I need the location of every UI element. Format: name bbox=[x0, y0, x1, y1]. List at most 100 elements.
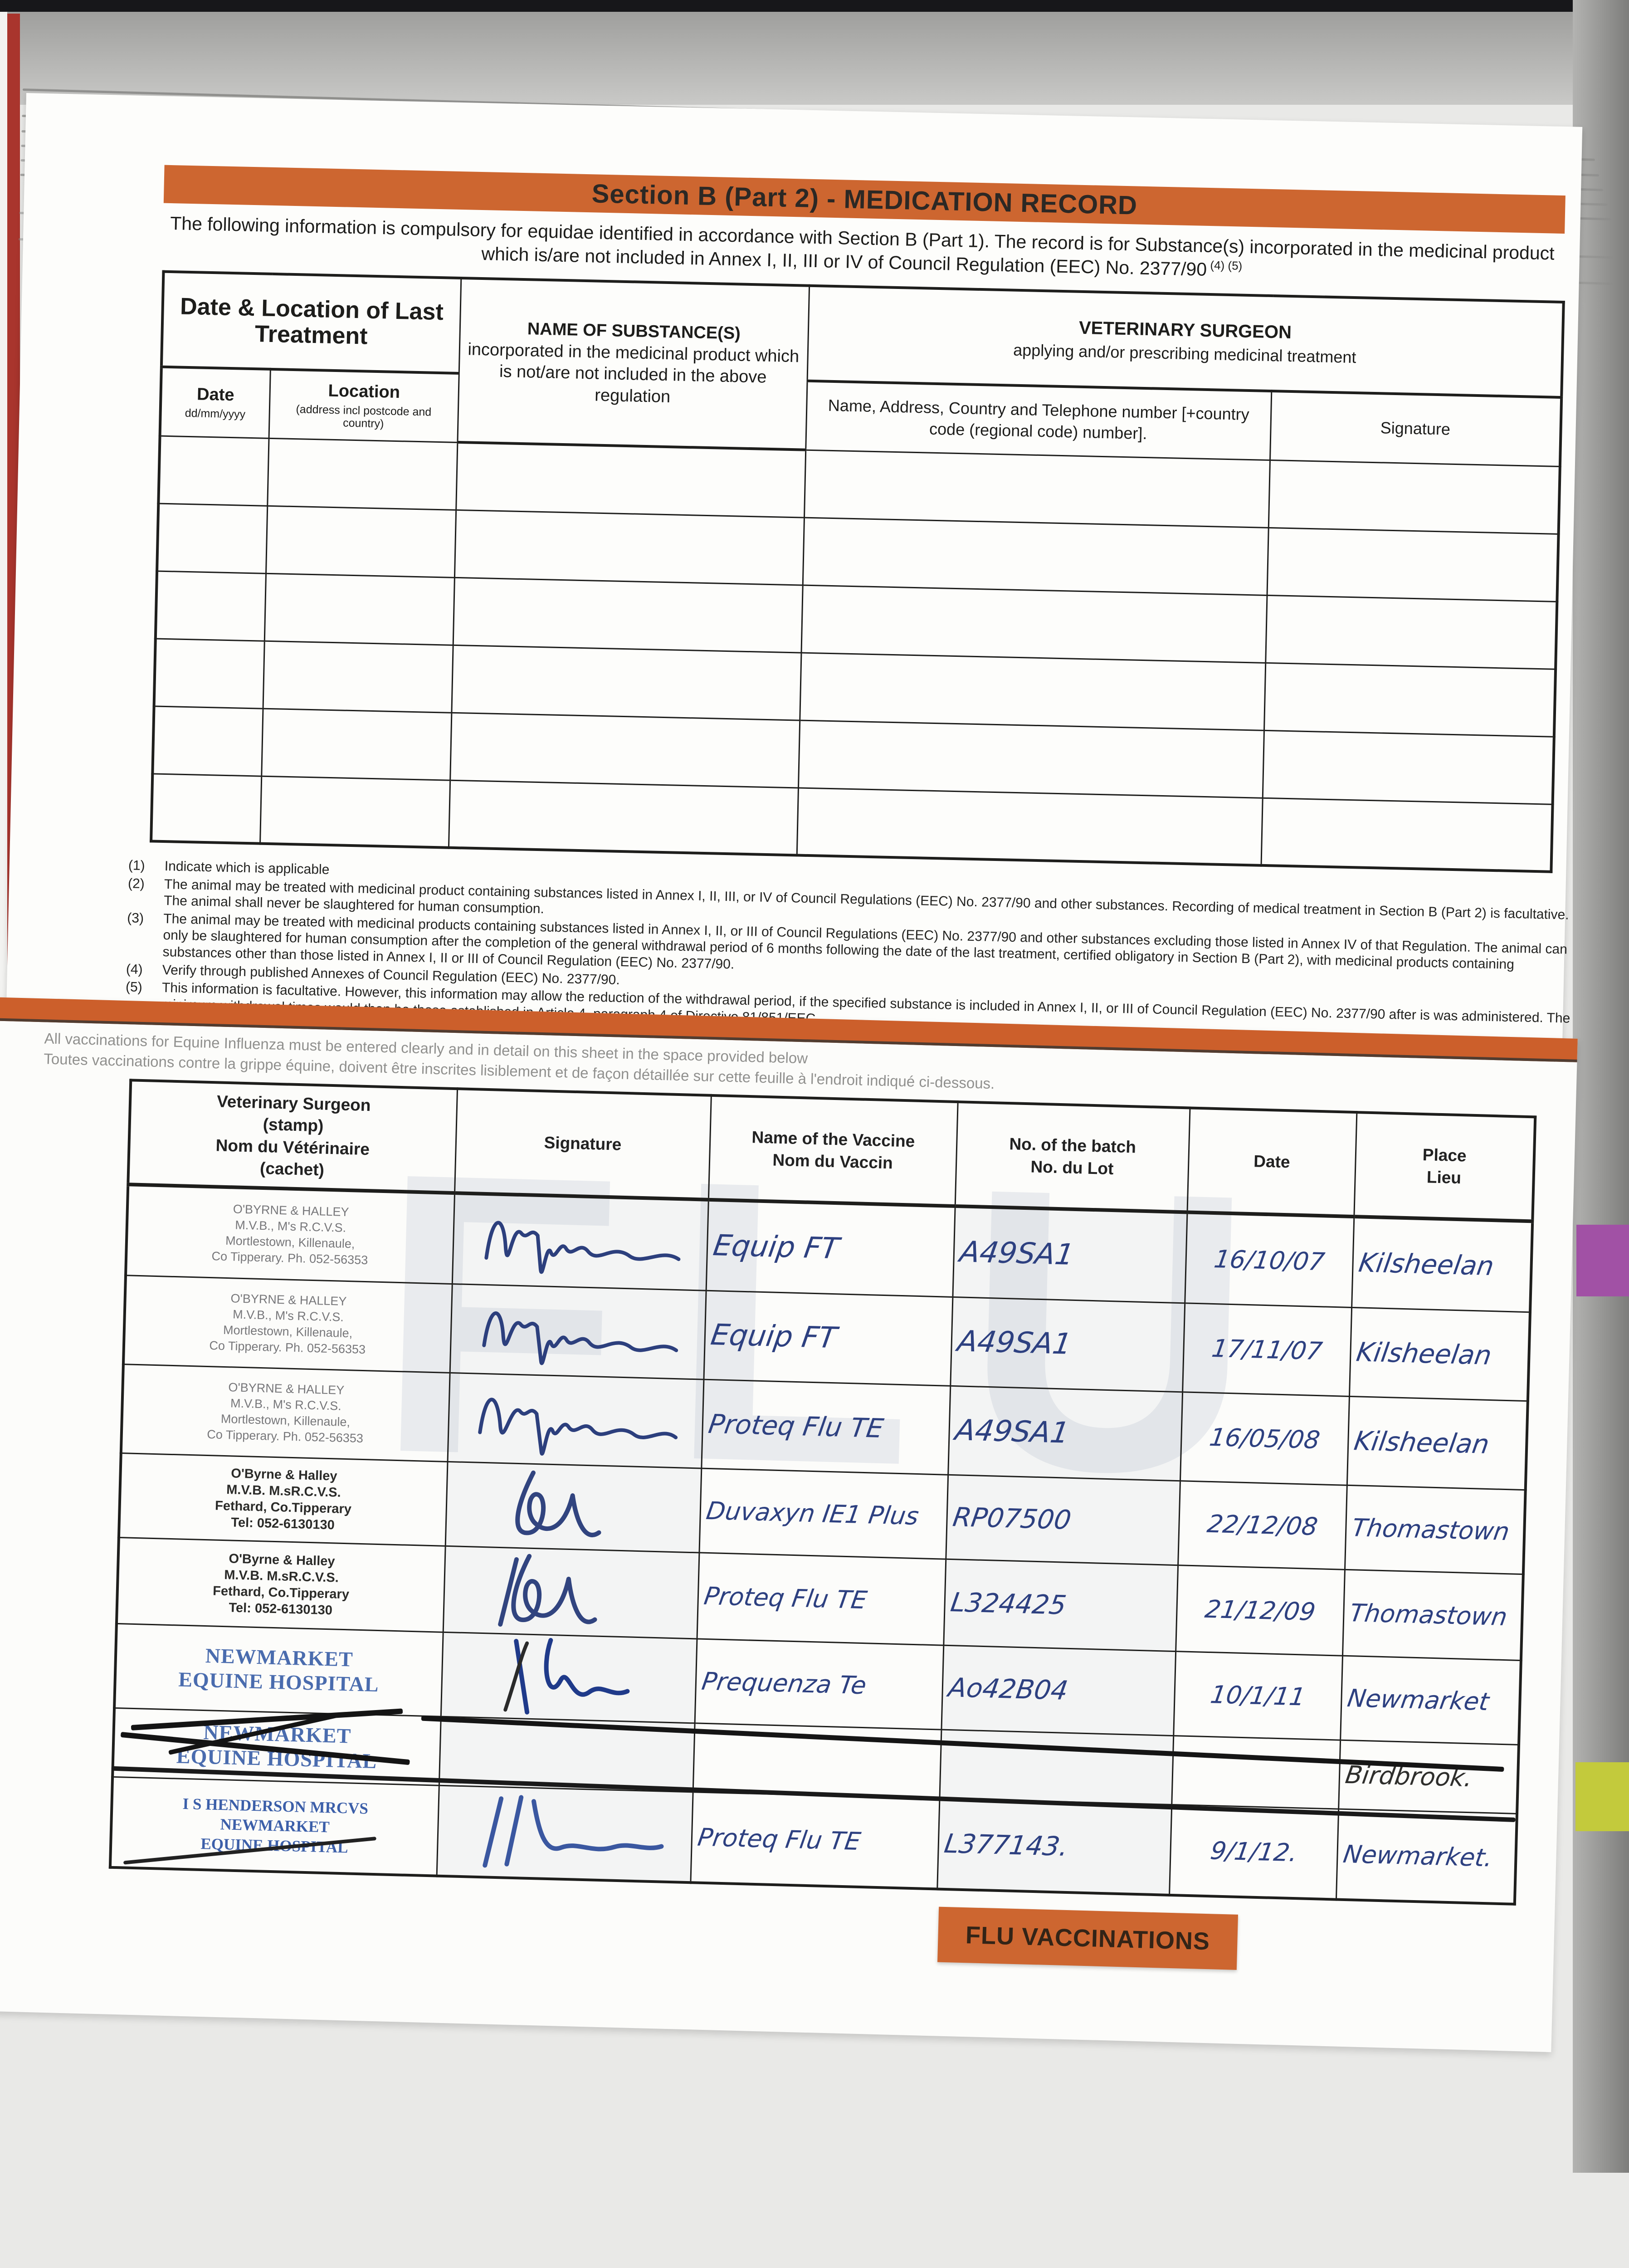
header-vaccine: Name of the Vaccine Nom du Vaccin bbox=[708, 1095, 958, 1207]
header-location: Location (address incl postcode and coun… bbox=[268, 369, 459, 442]
empty-cell bbox=[454, 509, 804, 585]
signature-scribble-icon bbox=[503, 1638, 630, 1715]
empty-cell bbox=[1262, 730, 1554, 804]
empty-cell bbox=[451, 645, 801, 720]
signature-scribble-icon bbox=[478, 1398, 678, 1456]
empty-cell bbox=[798, 720, 1264, 798]
signature-scribble-icon bbox=[482, 1311, 678, 1365]
empty-cell bbox=[802, 517, 1268, 595]
empty-cell bbox=[453, 577, 803, 653]
vaccination-row: I S HENDERSON MRCVS NEWMARKET EQUINE HOS… bbox=[110, 1776, 1517, 1904]
date-cell: 9/1/12. bbox=[1169, 1804, 1339, 1900]
scanner-background bbox=[0, 12, 1629, 105]
place-cell: Birdbrook. bbox=[1338, 1740, 1519, 1813]
batch-cell: L324425 bbox=[943, 1559, 1178, 1652]
header-signature: Signature bbox=[454, 1089, 711, 1200]
signature-scribble-icon bbox=[484, 1221, 681, 1274]
empty-cell bbox=[260, 776, 450, 848]
stamp-cell: O'BYRNE & HALLEY M.V.B., M's R.C.V.S. Mo… bbox=[126, 1184, 455, 1284]
signature-cell bbox=[445, 1461, 702, 1553]
place-cell: Kilsheelan bbox=[1346, 1396, 1528, 1490]
place-cell: Thomastown bbox=[1344, 1485, 1526, 1574]
empty-cell bbox=[151, 773, 262, 844]
empty-cell bbox=[264, 573, 454, 645]
batch-cell: A49SA1 bbox=[950, 1296, 1185, 1392]
date-cell: 16/05/08 bbox=[1180, 1392, 1349, 1485]
date-cell: 10/1/11 bbox=[1173, 1651, 1343, 1740]
signature-cell bbox=[443, 1545, 699, 1639]
purple-index-tab bbox=[1576, 1225, 1629, 1296]
vaccine-cell: Equip FT bbox=[706, 1199, 955, 1297]
batch-cell: A49SA1 bbox=[948, 1385, 1183, 1481]
vaccination-row: O'BYRNE & HALLEY M.V.B., M's R.C.V.S. Mo… bbox=[121, 1364, 1528, 1490]
date-cell: 17/11/07 bbox=[1182, 1303, 1352, 1396]
empty-cell bbox=[263, 640, 453, 713]
vaccination-table: Veterinary Surgeon (stamp) Nom du Vétéri… bbox=[108, 1079, 1537, 1906]
signature-scribble-icon bbox=[483, 1795, 664, 1868]
empty-cell bbox=[261, 708, 452, 780]
signature-cell bbox=[436, 1785, 693, 1883]
header-vet-stamp: Veterinary Surgeon (stamp) Nom du Vétéri… bbox=[128, 1080, 458, 1193]
header-batch: No. of the batch No. du Lot bbox=[955, 1102, 1190, 1212]
date-cell: 22/12/08 bbox=[1178, 1481, 1347, 1569]
stamp-cell: O'Byrne & Halley M.V.B. M.sR.C.V.S. Feth… bbox=[118, 1453, 448, 1546]
vaccine-cell: Prequenza Te bbox=[694, 1638, 944, 1730]
empty-cell bbox=[804, 450, 1270, 528]
date-cell: 21/12/09 bbox=[1175, 1565, 1345, 1656]
header-substance: NAME OF SUBSTANCE(S) incorporated in the… bbox=[457, 278, 810, 450]
page-edge-sliver bbox=[0, 12, 7, 1005]
empty-cell bbox=[801, 585, 1267, 663]
empty-cell bbox=[158, 435, 269, 506]
vaccination-row: O'Byrne & Halley M.V.B. M.sR.C.V.S. Feth… bbox=[118, 1453, 1526, 1574]
stamp-cell: O'Byrne & Halley M.V.B. M.sR.C.V.S. Feth… bbox=[116, 1537, 445, 1632]
empty-cell bbox=[1267, 527, 1559, 601]
place-cell: Kilsheelan bbox=[1351, 1217, 1533, 1312]
header-date: Date bbox=[1187, 1108, 1357, 1217]
place-cell: Thomastown bbox=[1342, 1569, 1523, 1661]
empty-cell bbox=[157, 503, 268, 573]
empty-cell bbox=[448, 780, 798, 855]
empty-cell bbox=[155, 571, 266, 641]
place-cell: Kilsheelan bbox=[1349, 1307, 1530, 1401]
header-date-location: Date & Location of Last Treatment bbox=[161, 271, 461, 373]
vaccination-table-wrap: FLU Veterinary Surgeon (stamp) Nom du Vé… bbox=[108, 1079, 1537, 1906]
batch-cell: Ao42B04 bbox=[941, 1645, 1176, 1736]
signature-cell bbox=[449, 1284, 706, 1379]
stamp-cell: O'BYRNE & HALLEY M.V.B., M's R.C.V.S. Mo… bbox=[121, 1364, 450, 1461]
scanner-shadow-bar bbox=[0, 0, 1629, 12]
vaccination-row: O'BYRNE & HALLEY M.V.B., M's R.C.V.S. Mo… bbox=[126, 1184, 1533, 1312]
medication-record-page: Section B (Part 2) - MEDICATION RECORD T… bbox=[6, 93, 1583, 1052]
vaccine-cell: Proteq Flu TE bbox=[690, 1792, 940, 1889]
flu-vaccinations-label: FLU VACCINATIONS bbox=[937, 1906, 1238, 1970]
page-title: Section B (Part 2) - MEDICATION RECORD bbox=[591, 178, 1138, 220]
place-cell: Newmarket bbox=[1340, 1655, 1521, 1745]
batch-cell: L377143. bbox=[937, 1798, 1172, 1895]
vaccination-row: NEWMARKET EQUINE HOSPITAL Prequenza Te A… bbox=[114, 1623, 1521, 1745]
empty-cell bbox=[450, 712, 800, 788]
vaccination-record-sheet: All vaccinations for Equine Influenza mu… bbox=[0, 997, 1578, 2053]
empty-cell bbox=[796, 787, 1263, 865]
signature-cell bbox=[447, 1372, 704, 1468]
date-cell bbox=[1171, 1735, 1341, 1809]
vaccination-row: O'BYRNE & HALLEY M.V.B., M's R.C.V.S. Mo… bbox=[123, 1275, 1530, 1401]
batch-cell: RP07500 bbox=[946, 1474, 1180, 1565]
stamp-cell: NEWMARKET EQUINE HOSPITAL bbox=[114, 1623, 443, 1716]
empty-cell bbox=[152, 706, 263, 776]
empty-cell bbox=[1264, 662, 1556, 737]
empty-cell bbox=[456, 442, 806, 518]
signature-scribble-icon bbox=[515, 1470, 601, 1537]
vaccine-cell: Proteq Flu TE bbox=[701, 1379, 951, 1475]
empty-cell bbox=[266, 505, 456, 577]
medication-table: Date & Location of Last Treatment NAME O… bbox=[150, 270, 1565, 873]
empty-cell bbox=[1265, 595, 1557, 669]
vaccine-cell: Proteq Flu TE bbox=[697, 1552, 946, 1645]
vaccination-row: O'Byrne & Halley M.V.B. M.sR.C.V.S. Feth… bbox=[116, 1537, 1523, 1661]
empty-cell bbox=[800, 652, 1266, 730]
empty-cell bbox=[1268, 460, 1560, 534]
stamp-cell: O'BYRNE & HALLEY M.V.B., M's R.C.V.S. Mo… bbox=[123, 1275, 452, 1373]
header-vet-surgeon: VETERINARY SURGEON applying and/or presc… bbox=[807, 285, 1564, 398]
signature-scribble-icon bbox=[498, 1554, 597, 1627]
header-place: Place Lieu bbox=[1354, 1112, 1536, 1222]
date-cell: 16/10/07 bbox=[1185, 1212, 1354, 1307]
